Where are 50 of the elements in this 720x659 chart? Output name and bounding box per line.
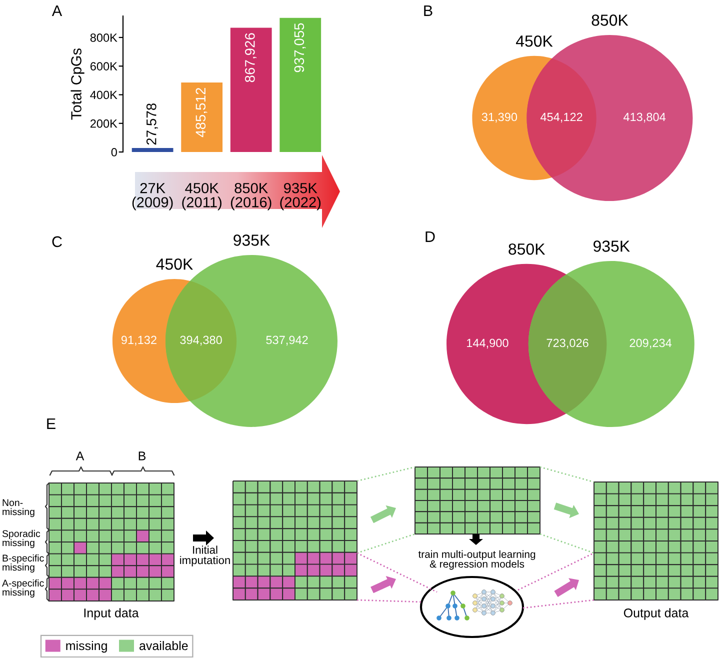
bar [280, 18, 322, 152]
x-tick-label: 850K (2016) [230, 182, 272, 210]
data-label: 394,380 [180, 336, 222, 346]
legend-label: available [140, 640, 188, 650]
bar [230, 28, 272, 152]
text: Initial imputation [180, 546, 230, 566]
text: Non- missing [2, 499, 34, 518]
data-label: 867,926 [244, 33, 256, 82]
data-label: 209,234 [630, 338, 672, 349]
text: B [424, 5, 432, 16]
data-label: 27,578 [146, 103, 158, 145]
category-label: 850K [592, 14, 628, 26]
legend-label: missing [66, 640, 107, 653]
y-tick-label: 800K [90, 34, 118, 42]
y-tick-label: 600K [90, 62, 118, 70]
text: A [76, 452, 84, 460]
text: train multi-output learning & regression models [418, 550, 536, 570]
data-label: 537,942 [266, 336, 308, 346]
category-label: 450K [156, 258, 193, 270]
text: B-specific missing [2, 554, 44, 573]
bar [181, 82, 223, 152]
text: Output data [624, 608, 689, 620]
data-label: 144,900 [467, 338, 508, 349]
data-label: 454,122 [540, 112, 582, 123]
x-tick-label: 27K (2009) [132, 182, 173, 210]
bar [132, 148, 174, 152]
data-label: 91,132 [121, 336, 156, 346]
text: Input data [84, 608, 139, 620]
data-label: 485,512 [196, 88, 208, 138]
text: Sporadic missing [2, 530, 40, 548]
text: C [52, 236, 62, 248]
y-axis-title: Total CpGs [70, 48, 84, 120]
data-label: 413,804 [623, 112, 666, 123]
chart-title: A [52, 5, 62, 16]
category-label: 935K [234, 234, 270, 246]
x-tick-label: 935K (2022) [280, 182, 321, 210]
y-tick-label: 0 [111, 148, 117, 156]
data-label: 31,390 [482, 112, 518, 123]
category-label: 935K [594, 240, 630, 252]
data-label: 937,055 [294, 23, 306, 72]
y-tick-label: 400K [90, 90, 118, 100]
text: E [47, 418, 56, 429]
category-label: 450K [516, 35, 553, 47]
category-label: 850K [508, 243, 546, 255]
text: A-specific missing [2, 579, 44, 598]
data-label: 723,026 [546, 338, 588, 349]
y-tick-label: 200K [90, 119, 118, 128]
text: B [138, 452, 146, 460]
x-tick-label: 450K (2011) [182, 182, 222, 210]
text: D [426, 231, 435, 242]
